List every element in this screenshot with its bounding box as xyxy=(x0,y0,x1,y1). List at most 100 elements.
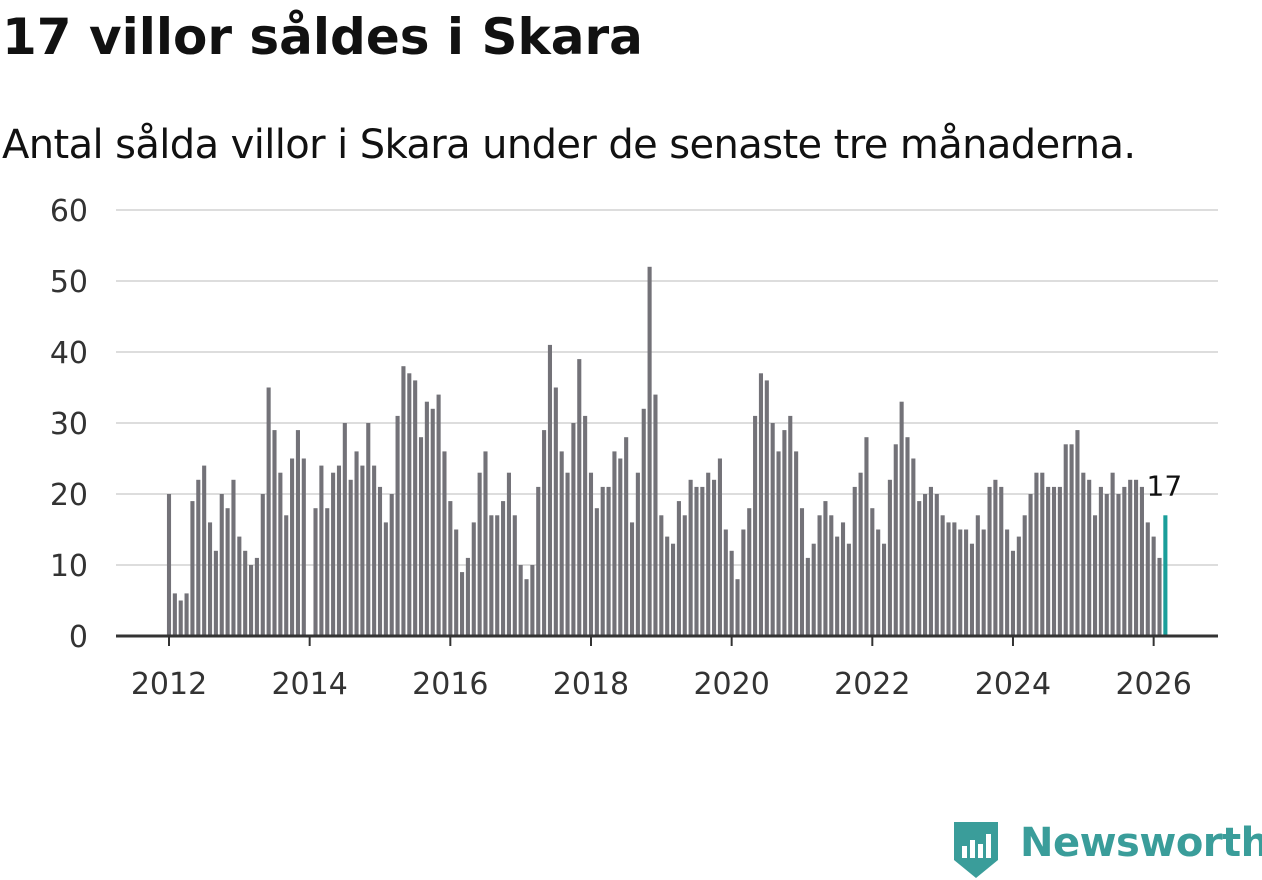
annotations: 17 xyxy=(1147,469,1183,502)
bar xyxy=(712,479,717,636)
bar xyxy=(864,437,869,636)
bar xyxy=(207,522,213,636)
bar xyxy=(190,501,195,636)
bar xyxy=(876,529,881,636)
bar xyxy=(1116,494,1121,636)
bar xyxy=(547,344,553,636)
bar xyxy=(1022,515,1027,636)
bar xyxy=(1046,486,1051,636)
bar xyxy=(981,529,986,636)
bar xyxy=(512,515,517,636)
bar xyxy=(243,550,248,636)
bar xyxy=(858,472,863,636)
bar xyxy=(624,437,629,636)
bar xyxy=(1098,486,1103,636)
bar xyxy=(1028,494,1033,636)
bar xyxy=(1051,486,1057,636)
bar xyxy=(1057,486,1062,636)
bar xyxy=(940,515,945,636)
bar xyxy=(758,373,764,636)
bar xyxy=(764,380,769,636)
bar xyxy=(723,529,728,636)
bar xyxy=(735,579,740,636)
bar xyxy=(958,529,963,636)
newsworthy-logo-icon xyxy=(954,822,998,878)
bar xyxy=(213,550,218,636)
bar xyxy=(653,394,658,636)
bar xyxy=(588,472,594,636)
bar xyxy=(1087,479,1092,636)
y-tick-label: 20 xyxy=(50,478,88,513)
bar xyxy=(729,550,734,636)
bar xyxy=(290,458,295,636)
bar xyxy=(166,494,172,636)
y-tick-label: 40 xyxy=(50,336,88,371)
bar xyxy=(799,508,805,636)
bar xyxy=(1069,444,1074,636)
bar xyxy=(460,572,465,636)
bar xyxy=(501,501,506,636)
bar xyxy=(964,529,969,636)
bar xyxy=(823,501,828,636)
bar xyxy=(706,472,711,636)
bar xyxy=(835,536,840,636)
bar xyxy=(325,508,330,636)
bar xyxy=(1081,472,1086,636)
bar xyxy=(717,458,722,636)
x-tick-label: 2024 xyxy=(975,667,1051,702)
bar xyxy=(934,494,939,636)
bar xyxy=(747,508,752,636)
x-tick-label: 2018 xyxy=(553,667,629,702)
bar xyxy=(629,522,635,636)
bar xyxy=(946,522,951,636)
bar xyxy=(805,557,810,636)
bar xyxy=(753,415,758,636)
bar xyxy=(372,465,377,636)
bar xyxy=(536,486,541,636)
x-tick-label: 2020 xyxy=(693,667,769,702)
bar xyxy=(817,515,822,636)
bar xyxy=(342,423,347,636)
bar xyxy=(319,465,324,636)
bar xyxy=(887,479,892,636)
bar xyxy=(172,593,177,636)
bar xyxy=(694,486,699,636)
bar xyxy=(870,508,875,636)
bar xyxy=(647,266,652,636)
bar xyxy=(542,430,547,636)
bar xyxy=(249,565,254,636)
bar xyxy=(471,522,476,636)
latest-value-label: 17 xyxy=(1147,469,1183,502)
bar xyxy=(483,451,488,636)
x-axis: 2012 2014 2016 2018 2020 2022 2024 2026 xyxy=(116,634,1218,702)
bar xyxy=(1063,444,1068,636)
bar xyxy=(284,515,289,636)
bar xyxy=(881,543,887,636)
newsworthy-wordmark: Newsworthy xyxy=(1020,820,1262,866)
bar xyxy=(524,579,529,636)
bar xyxy=(401,366,406,636)
bar xyxy=(331,472,336,636)
bar xyxy=(489,515,494,636)
bar xyxy=(969,543,975,636)
x-tick-label: 2026 xyxy=(1115,667,1191,702)
bar xyxy=(196,479,201,636)
bar xyxy=(1034,472,1039,636)
bar xyxy=(377,486,383,636)
bar xyxy=(700,486,705,636)
bar xyxy=(395,415,400,636)
bar xyxy=(278,472,283,636)
bar xyxy=(1010,550,1016,636)
bar xyxy=(424,401,429,636)
bar xyxy=(893,444,898,636)
bar xyxy=(383,522,388,636)
bar xyxy=(465,557,470,636)
bar xyxy=(184,593,189,636)
bar xyxy=(671,543,676,636)
bar xyxy=(840,522,846,636)
bar xyxy=(1040,472,1045,636)
bar xyxy=(348,479,353,636)
bar xyxy=(899,401,904,636)
y-axis-labels: 0 10 20 30 40 50 60 xyxy=(50,194,88,655)
